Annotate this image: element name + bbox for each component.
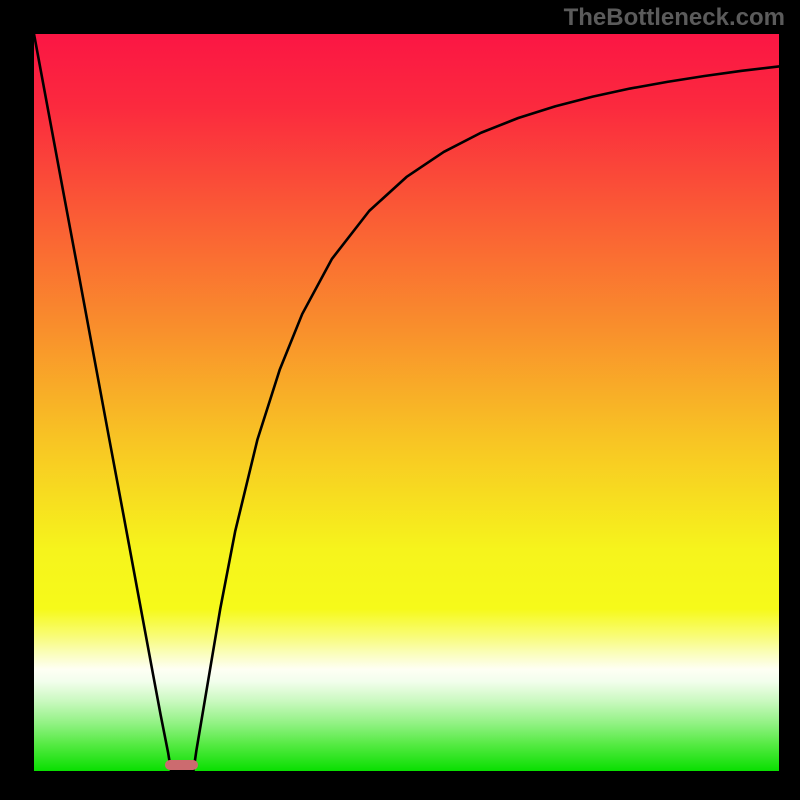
optimal-range-marker <box>165 760 198 770</box>
attribution-watermark: TheBottleneck.com <box>564 4 785 32</box>
stage: TheBottleneck.com <box>0 0 800 800</box>
plot-area <box>33 33 778 770</box>
bottleneck-curve <box>34 34 779 771</box>
